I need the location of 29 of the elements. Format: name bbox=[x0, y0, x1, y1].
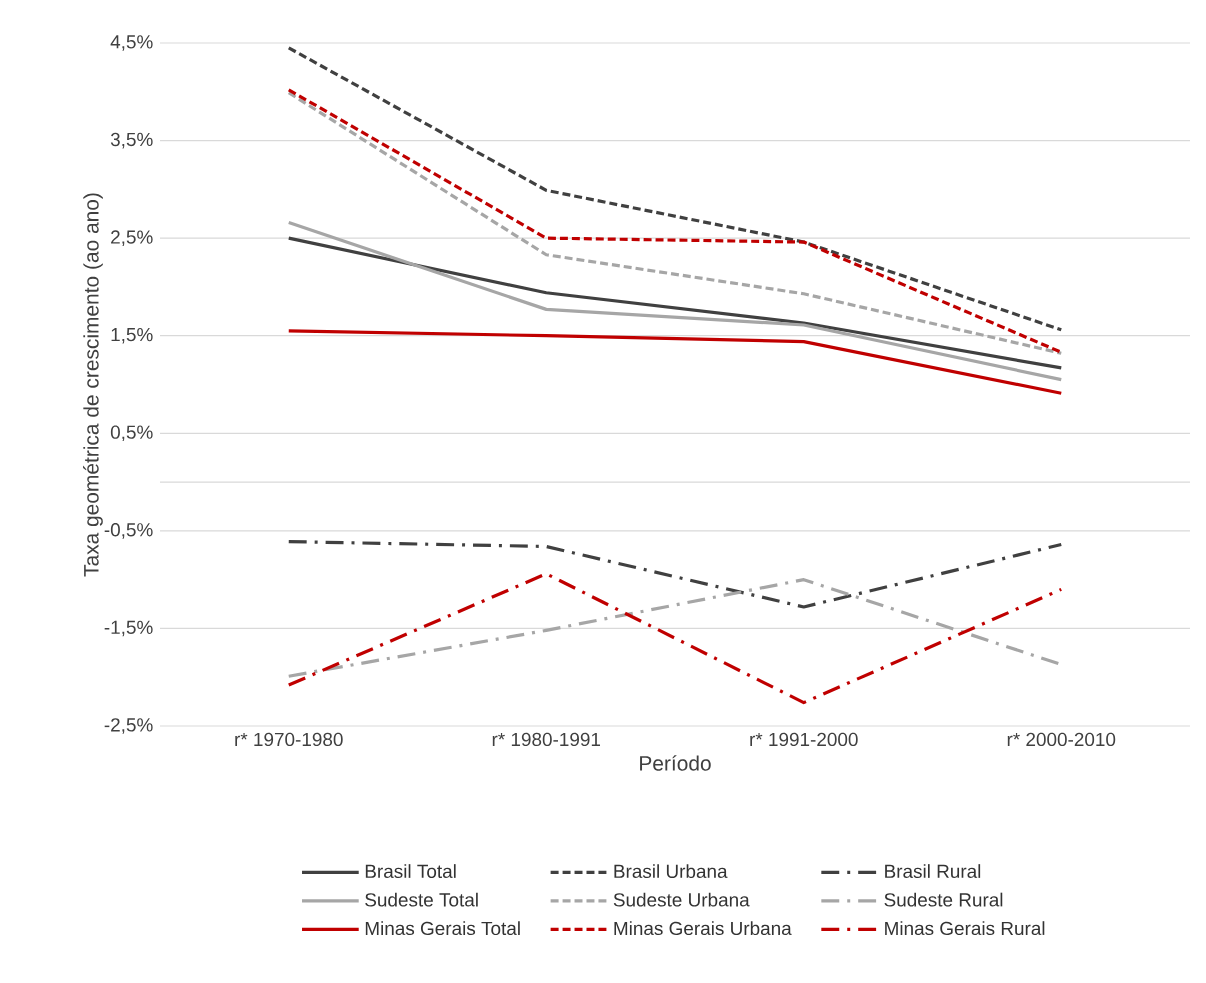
y-tick-label: 4,5% bbox=[110, 35, 153, 51]
legend-label: Minas Gerais Urbana bbox=[614, 921, 792, 936]
line-series bbox=[287, 572, 1063, 705]
line-series bbox=[287, 220, 1063, 382]
legend-label: Brasil Rural bbox=[885, 864, 981, 879]
line-series bbox=[287, 236, 1063, 370]
line-series bbox=[287, 46, 1063, 332]
line-series bbox=[287, 539, 1063, 609]
y-tick-label: -0,5% bbox=[104, 523, 153, 539]
legend-label: Brasil Urbana bbox=[614, 864, 728, 879]
legend-label: Brasil Total bbox=[365, 864, 456, 879]
x-tick-label: r* 2000-2010 bbox=[1007, 732, 1116, 747]
x-axis-title: Período bbox=[640, 755, 711, 771]
y-tick-label: 2,5% bbox=[111, 230, 153, 246]
legend-label: Minas Gerais Total bbox=[365, 921, 520, 936]
y-tick-label: 3,5% bbox=[110, 132, 153, 149]
line-series bbox=[287, 329, 1063, 395]
legend-label: Sudeste Total bbox=[365, 892, 478, 907]
legend-label: Sudeste Rural bbox=[884, 892, 1003, 907]
y-tick-label: 0,5% bbox=[110, 425, 153, 442]
x-tick-label: r* 1980-1991 bbox=[492, 732, 601, 747]
x-tick-label: r* 1970-1980 bbox=[235, 732, 343, 747]
y-tick-label: -1,5% bbox=[104, 620, 153, 637]
y-tick-label: -2,5% bbox=[104, 718, 153, 734]
y-axis-title: Taxa geométrica de crescimento (ao ano) bbox=[83, 193, 103, 577]
y-tick-label: 1,5% bbox=[111, 327, 153, 344]
x-tick-label: r* 1991-2000 bbox=[750, 732, 858, 747]
legend-label: Sudeste Urbana bbox=[613, 892, 750, 907]
legend-label: Minas Gerais Rural bbox=[885, 921, 1045, 936]
